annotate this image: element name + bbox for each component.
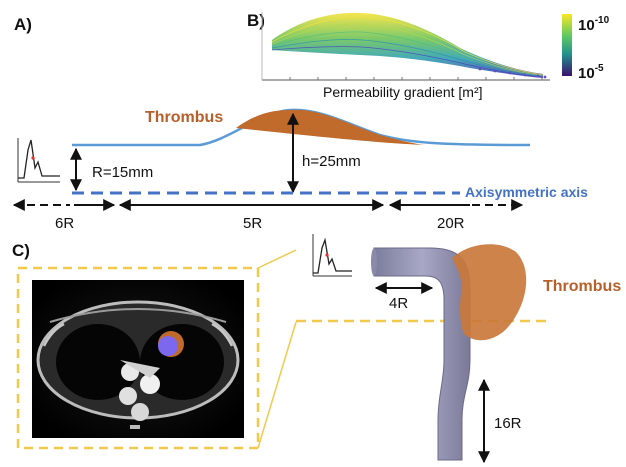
radius-label: R=15mm — [92, 164, 153, 181]
inlet-length-label: 4R — [389, 295, 408, 312]
profile-markers — [478, 67, 547, 79]
profile-curves — [271, 16, 544, 78]
permeability-profiles-band — [272, 12, 543, 78]
connector-top — [257, 249, 297, 269]
outlet-length-label: 16R — [494, 415, 522, 432]
thrombus-label-c: Thrombus — [543, 278, 621, 295]
thrombus-3d — [452, 244, 527, 341]
inflow-waveform-icon — [17, 138, 60, 183]
axis-label: Axisymmetric axis — [465, 184, 588, 200]
segment-20r-label: 20R — [437, 215, 465, 232]
segment-5r-label: 5R — [243, 215, 262, 232]
panel-a-label: A) — [14, 15, 32, 34]
inflow-waveform-icon-c — [312, 234, 352, 277]
ct-scan-image — [32, 280, 244, 438]
vessel-3d-model — [373, 247, 471, 461]
ct-lumen-highlight — [158, 336, 178, 356]
panel-c: C) — [12, 234, 621, 464]
panel-b-label: B) — [247, 11, 265, 30]
plot-b-xlabel: Permeability gradient [m²] — [323, 84, 483, 100]
panel-a: A) Thrombus R=15mm h=25mm Axisymmetric a… — [12, 15, 588, 232]
colorbar-bottom-label: 10-5 — [578, 63, 604, 82]
height-label: h=25mm — [302, 153, 361, 170]
connector-bottom — [257, 321, 297, 449]
thrombus-shape — [236, 109, 424, 145]
panel-b: B) Permeability gradient [m²] 10-10 — [247, 11, 610, 100]
vessel-inlet-cap — [371, 248, 377, 276]
ct-frame — [16, 266, 260, 450]
thrombus-label-a: Thrombus — [145, 109, 223, 126]
colorbar-top-label: 10-10 — [578, 15, 610, 34]
panel-c-label: C) — [12, 241, 30, 260]
plot-b-ticks — [289, 77, 543, 80]
colorbar — [562, 14, 572, 76]
segment-6r-label: 6R — [55, 215, 74, 232]
